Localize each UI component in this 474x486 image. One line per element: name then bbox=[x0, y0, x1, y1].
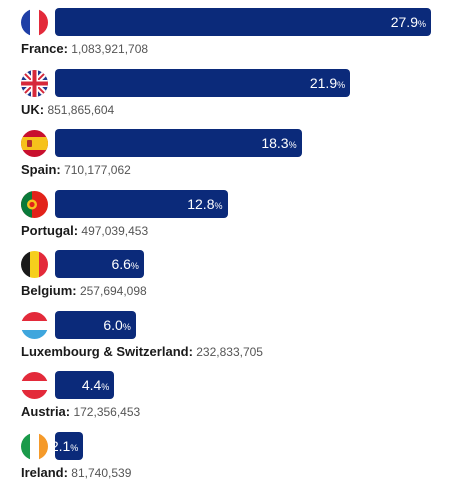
bar-value-unit: % bbox=[130, 261, 139, 271]
category-label: Austria: bbox=[21, 404, 71, 419]
austria-flag-icon bbox=[21, 372, 48, 399]
bar-value-number: 2.1 bbox=[50, 437, 71, 454]
bar: 6.6% bbox=[55, 250, 144, 278]
bar-value-unit: % bbox=[214, 200, 223, 211]
bar-value-label: 4.4% bbox=[82, 371, 109, 401]
category-caption: Ireland: 81,740,539 bbox=[21, 465, 131, 480]
bar: 12.8% bbox=[55, 189, 228, 220]
bar-value-label: 27.9% bbox=[391, 8, 426, 38]
category-count: 81,740,539 bbox=[67, 465, 132, 480]
uk-flag-icon bbox=[21, 69, 48, 97]
bar-value-number: 27.9 bbox=[390, 14, 418, 30]
category-label: Belgium: bbox=[21, 283, 77, 298]
category-count: 851,865,604 bbox=[44, 102, 115, 117]
category-label: Spain: bbox=[21, 162, 61, 177]
category-caption: UK: 851,865,604 bbox=[21, 102, 114, 117]
category-caption: Austria: 172,356,453 bbox=[21, 404, 140, 419]
bar-value-number: 6.0 bbox=[103, 316, 123, 333]
category-caption: Spain: 710,177,062 bbox=[21, 162, 131, 177]
bar-value-label: 6.6% bbox=[111, 250, 138, 280]
bar-value-number: 12.8 bbox=[187, 195, 215, 212]
bar: 21.9% bbox=[55, 68, 351, 99]
bar-value-unit: % bbox=[288, 140, 297, 150]
bar-value-label: 6.0% bbox=[103, 311, 130, 341]
category-count: 232,833,705 bbox=[192, 344, 263, 359]
category-label: Ireland: bbox=[21, 464, 68, 480]
spain-flag-icon bbox=[21, 130, 48, 157]
category-count: 257,694,098 bbox=[76, 284, 147, 298]
bar-value-label: 12.8% bbox=[187, 190, 222, 220]
bar: 18.3% bbox=[55, 129, 302, 157]
bar: 2.1% bbox=[51, 431, 84, 460]
bar-value-number: 6.6 bbox=[111, 256, 131, 272]
category-count: 710,177,062 bbox=[60, 163, 131, 177]
category-label: UK: bbox=[21, 101, 45, 117]
belgium-flag-icon bbox=[21, 251, 48, 278]
bar-value-unit: % bbox=[417, 19, 426, 29]
category-count: 497,039,453 bbox=[78, 223, 149, 238]
bar: 6.0% bbox=[55, 310, 136, 341]
bar-value-number: 18.3 bbox=[261, 135, 289, 151]
bar-value-label: 18.3% bbox=[261, 129, 296, 159]
bar-value-number: 4.4 bbox=[81, 377, 102, 393]
bar-value-unit: % bbox=[122, 321, 131, 332]
bar-row: 18.3% Spain: 710,177,062 bbox=[0, 123, 474, 183]
bar-row: 12.8% Portugal: 497,039,453 bbox=[0, 184, 474, 244]
bar-row: 27.9% France: 1,083,921,708 bbox=[0, 2, 474, 62]
ireland-flag-icon bbox=[21, 432, 48, 460]
category-caption: Luxembourg & Switzerland: 232,833,705 bbox=[21, 344, 263, 359]
category-count: 1,083,921,708 bbox=[67, 42, 149, 56]
category-label: France: bbox=[21, 41, 68, 56]
bar-row: 6.6% Belgium: 257,694,098 bbox=[0, 244, 474, 304]
category-count: 172,356,453 bbox=[70, 405, 141, 419]
category-label: Luxembourg & Switzerland: bbox=[21, 343, 193, 359]
bar-row: 21.9% UK: 851,865,604 bbox=[0, 63, 474, 123]
bar-value-label: 21.9% bbox=[310, 69, 345, 99]
bar-value-unit: % bbox=[101, 382, 110, 392]
portugal-flag-icon bbox=[21, 190, 48, 218]
bar-value-unit: % bbox=[337, 79, 346, 90]
bar-value-number: 21.9 bbox=[309, 74, 338, 91]
bar-value-label: 2.1% bbox=[51, 432, 78, 462]
bar: 4.4% bbox=[55, 371, 115, 401]
category-caption: France: 1,083,921,708 bbox=[21, 41, 148, 56]
bar-row: 4.4% Austria: 172,356,453 bbox=[0, 365, 474, 425]
bar-value-unit: % bbox=[70, 442, 79, 453]
bar: 27.9% bbox=[55, 8, 431, 36]
category-label: Portugal: bbox=[21, 222, 79, 238]
france-flag-icon bbox=[21, 9, 48, 36]
category-caption: Portugal: 497,039,453 bbox=[21, 223, 148, 238]
luxembourg-flag-icon bbox=[21, 311, 48, 339]
category-caption: Belgium: 257,694,098 bbox=[21, 283, 147, 298]
bar-row: 6.0% Luxembourg & Switzerland: 232,833,70… bbox=[0, 305, 474, 365]
bar-row: 2.1% Ireland: 81,740,539 bbox=[0, 426, 474, 486]
